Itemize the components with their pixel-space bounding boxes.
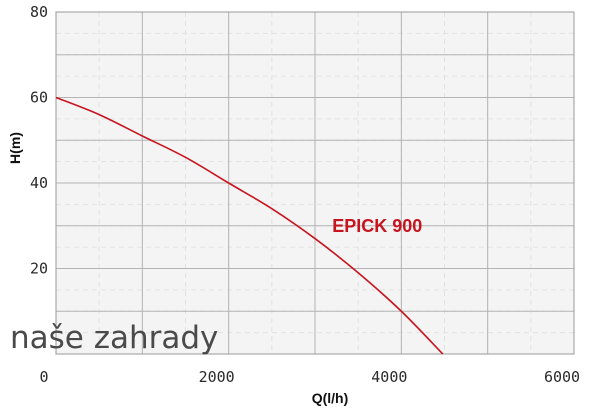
watermark-logo: naše zahrady — [10, 320, 218, 356]
series-label: EPICK 900 — [332, 216, 422, 236]
series-layer: EPICK 900 — [55, 96, 444, 355]
plot-frame — [55, 11, 575, 355]
major-grid — [56, 12, 574, 354]
x-tick-labels: 0 2000 4000 6000 — [39, 368, 580, 386]
y-tick-label: 60 — [30, 89, 48, 107]
x-axis-label: Q(l/h) — [312, 390, 349, 406]
x-tick-label: 4000 — [371, 368, 407, 386]
y-tick-label: 20 — [30, 260, 48, 278]
x-tick-label: 0 — [39, 368, 48, 386]
y-tick-labels: 20 40 60 80 — [30, 3, 48, 278]
x-tick-label: 2000 — [199, 368, 235, 386]
x-tick-label: 6000 — [544, 368, 580, 386]
y-axis-label: H(m) — [7, 132, 23, 164]
series-line-epick-900 — [55, 96, 444, 355]
y-tick-label: 40 — [30, 174, 48, 192]
y-tick-label: 80 — [30, 3, 48, 21]
